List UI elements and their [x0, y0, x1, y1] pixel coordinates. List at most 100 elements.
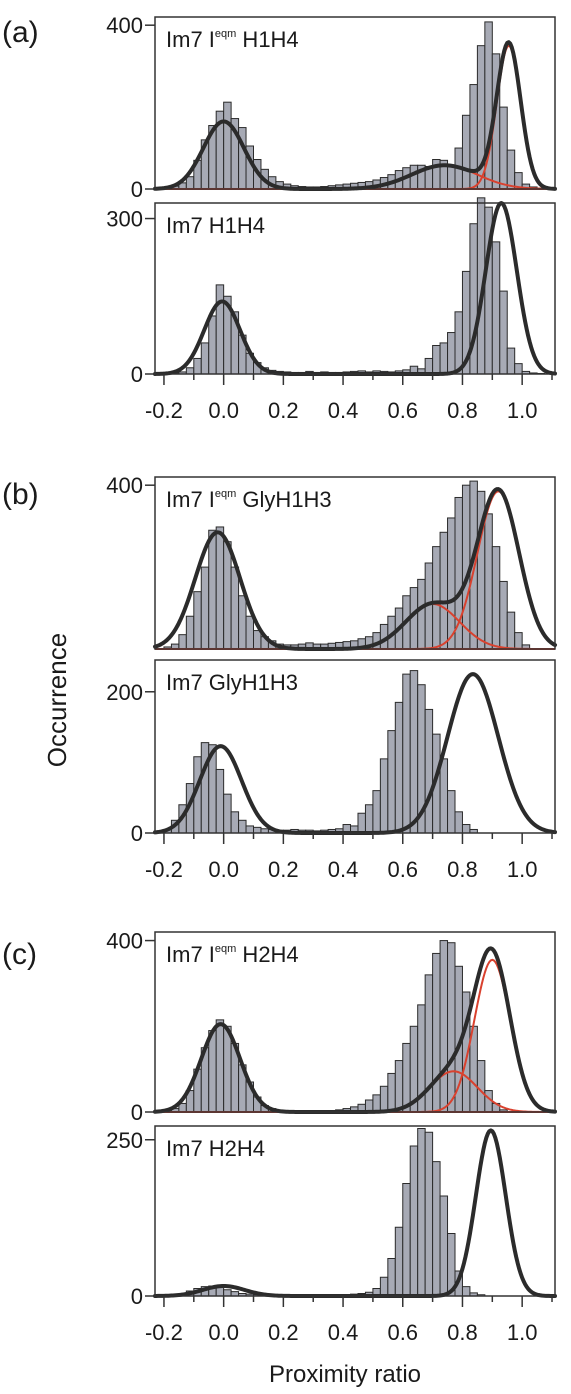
plot-frame — [154, 659, 556, 834]
y-tick-label: 400 — [106, 929, 143, 954]
x-axis-2: -0.2 0.0 0.2 0.4 0.6 0.8 1.0 — [145, 833, 553, 882]
x-tick-label: 1.0 — [507, 1320, 538, 1345]
histogram-bar — [245, 825, 254, 834]
panel-label-b: (b) — [2, 478, 39, 511]
plot-title: Im7 GlyH1H3 — [166, 670, 298, 695]
title-part: Im7 I — [166, 942, 215, 967]
histogram-bar — [402, 673, 411, 834]
histogram-bar — [447, 790, 456, 834]
histogram-bar — [394, 1060, 404, 1113]
x-tick-label: 0.0 — [208, 398, 239, 423]
histogram-bar — [499, 290, 508, 375]
histogram-bar — [193, 357, 202, 375]
histogram-bar — [253, 630, 262, 650]
plot-title: Im7 Ieqm GlyH1H3 — [166, 487, 332, 512]
histogram-bar — [409, 670, 419, 834]
histogram-bar — [499, 106, 508, 190]
title-part: Im7 H2H4 — [166, 1136, 265, 1161]
histogram-bar — [193, 591, 202, 650]
histogram-bar — [409, 1145, 419, 1297]
x-tick-label: 0.0 — [208, 1320, 239, 1345]
x-tick-label: 0.8 — [447, 1320, 478, 1345]
y-axis-label: Occurrence — [42, 633, 72, 767]
histogram-bar — [491, 546, 501, 650]
y-tick-label: 200 — [106, 680, 143, 705]
x-tick-label: 1.0 — [507, 398, 538, 423]
histogram-bar — [387, 730, 396, 834]
histogram-bar — [424, 1131, 434, 1297]
y-tick-label: 0 — [131, 362, 143, 387]
title-superscript: eqm — [215, 488, 236, 500]
histogram-bar — [432, 345, 441, 375]
y-tick-label: 0 — [131, 1100, 143, 1125]
x-axis-1: -0.2 0.0 0.2 0.4 0.6 0.8 1.0 — [145, 374, 553, 423]
histogram-bar — [357, 812, 366, 834]
title-part: Im7 H1H4 — [166, 213, 265, 238]
histogram-bar — [230, 811, 240, 834]
plot-frame — [154, 16, 556, 190]
plot-title: Im7 H1H4 — [166, 213, 265, 238]
histogram-bar — [476, 1060, 486, 1113]
histogram-bar — [178, 634, 187, 650]
x-axis-3: -0.2 0.0 0.2 0.4 0.6 0.8 1.0 — [145, 1296, 553, 1345]
histogram-bar — [200, 742, 210, 834]
histogram-bar — [223, 541, 232, 650]
histogram-bar — [379, 758, 389, 834]
histogram-bar — [409, 164, 419, 190]
histogram-bar — [439, 758, 449, 834]
x-tick-label: -0.2 — [145, 398, 183, 423]
y-tick-label: 0 — [131, 177, 143, 202]
histogram-bar — [424, 357, 434, 375]
histogram-bar — [387, 1072, 396, 1113]
histogram-bar — [387, 1258, 396, 1297]
x-tick-label: 0.6 — [387, 1320, 418, 1345]
x-tick-label: -0.2 — [145, 1320, 183, 1345]
histogram-bar — [402, 1042, 411, 1113]
y-tick-label: 400 — [106, 13, 143, 38]
histogram-bar — [454, 811, 463, 834]
histogram-bar — [514, 632, 523, 650]
histogram-bar — [461, 114, 471, 190]
histogram-bar — [432, 952, 441, 1113]
histogram-bar — [185, 176, 195, 190]
histogram-bar — [215, 1019, 225, 1113]
histogram-bar — [394, 701, 404, 834]
plot-1: 0 400 Im7 Ieqm H1H4 — [106, 13, 557, 202]
histogram-bar — [185, 367, 195, 375]
plot-3: 400 Im7 Ieqm GlyH1H3 — [106, 473, 557, 651]
histogram-bar — [447, 517, 456, 650]
histogram-bar — [506, 149, 516, 190]
histogram-bar — [402, 1183, 411, 1297]
histogram-bar — [506, 611, 516, 650]
x-tick-label: 0.4 — [328, 398, 359, 423]
histogram-bar — [223, 793, 232, 834]
x-tick-label: 0.4 — [328, 857, 359, 882]
plot-title: Im7 H2H4 — [166, 1136, 265, 1161]
histogram-bar — [208, 1030, 217, 1113]
x-tick-label: 0.2 — [268, 1320, 299, 1345]
histogram-bar — [208, 315, 217, 375]
histogram-bar — [372, 1094, 381, 1113]
histogram-bar — [439, 1195, 449, 1297]
x-axis-label: Proximity ratio — [269, 1361, 421, 1388]
histogram-bar — [215, 526, 225, 650]
histogram-bar — [499, 580, 508, 650]
histogram-bar — [238, 595, 247, 650]
histogram-bar — [230, 566, 240, 650]
panel-label-a: (a) — [2, 16, 39, 49]
histogram-bar — [372, 790, 381, 834]
x-tick-label: 0.8 — [447, 398, 478, 423]
plot-frame — [154, 1125, 556, 1297]
histogram-bar — [432, 546, 441, 650]
histogram-bar — [484, 513, 493, 650]
histogram-bar — [379, 1085, 389, 1113]
y-tick-label: 0 — [131, 1284, 143, 1309]
histogram-bar — [215, 768, 225, 834]
panel-label-c: (c) — [2, 938, 37, 971]
histogram-bar — [245, 615, 254, 650]
histogram-bar — [439, 940, 449, 1113]
histogram-bar — [208, 529, 217, 650]
plot-frame — [154, 202, 556, 375]
